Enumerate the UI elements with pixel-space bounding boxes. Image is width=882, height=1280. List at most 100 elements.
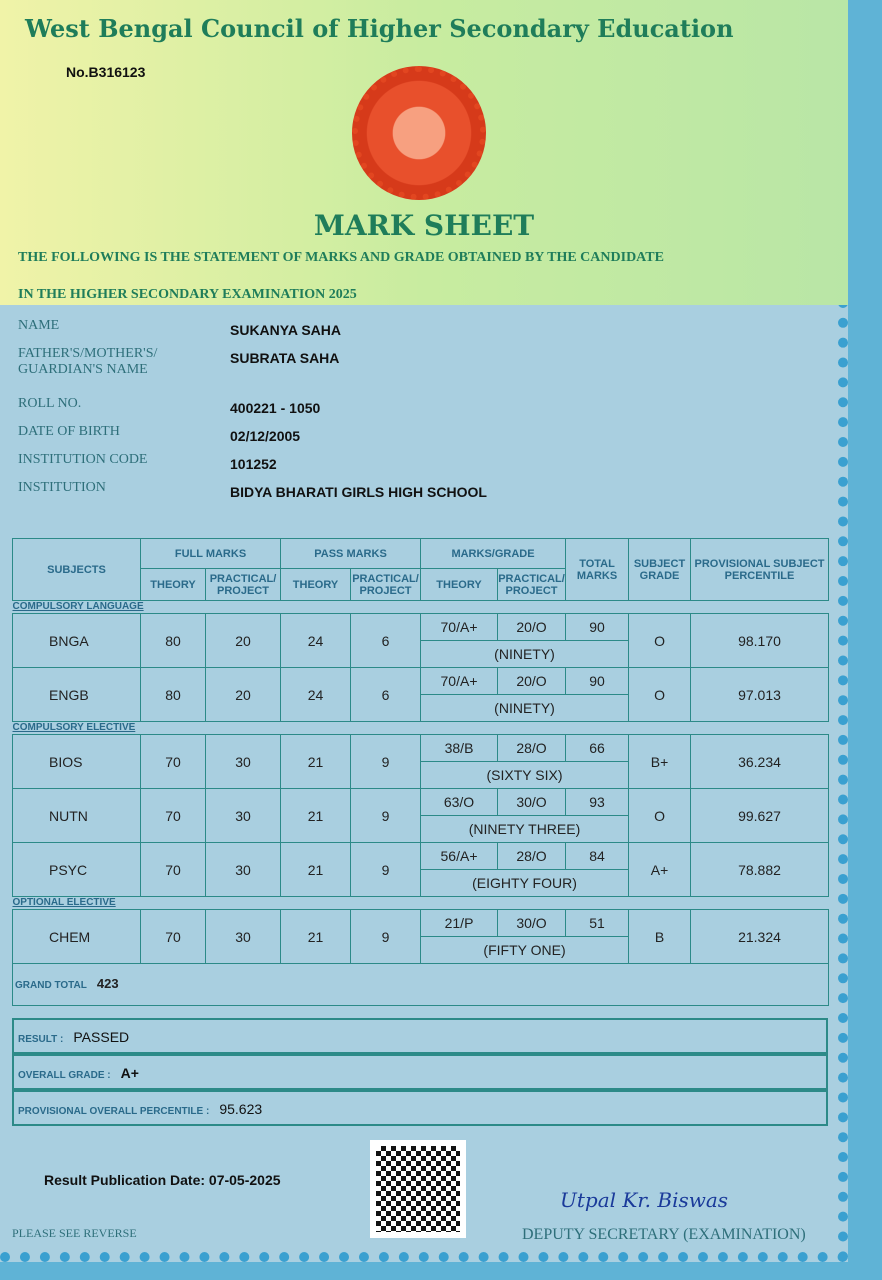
total-in-words: (NINETY)	[420, 694, 630, 722]
full-marks-practical: 20	[204, 667, 282, 722]
result-value: PASSED	[73, 1029, 130, 1045]
subject-code: ENGB	[12, 667, 141, 722]
subject-code: BIOS	[12, 734, 141, 789]
candidate-field-label: ROLL NO.	[18, 396, 82, 411]
practical-marks: 30/O	[497, 909, 567, 937]
col-full-marks: FULL MARKS	[139, 538, 282, 569]
pass-marks-theory: 21	[280, 734, 352, 789]
subject-percentile: 21.324	[690, 909, 830, 964]
full-marks-theory: 80	[140, 667, 206, 722]
candidate-field-value: SUBRATA SAHA	[230, 350, 340, 366]
page-title: MARK SHEET	[313, 209, 535, 242]
full-marks-practical: 30	[204, 788, 282, 843]
total-marks: 90	[565, 667, 630, 695]
practical-marks: 20/O	[497, 613, 567, 641]
pass-marks-practical: 6	[350, 667, 422, 722]
col-subjects: SUBJECTS	[12, 538, 141, 601]
theory-marks: 70/A+	[420, 667, 499, 695]
col-pm-practical: PRACTICAL/ PROJECT	[350, 568, 422, 601]
table-row: CHEM 70 30 21 9 21/P 30/O 51 B 21.324	[12, 909, 830, 964]
council-seal-icon	[352, 66, 486, 200]
subject-percentile: 97.013	[690, 667, 830, 722]
subject-grade: B	[628, 909, 692, 964]
col-grade: SUBJECT GRADE	[628, 538, 692, 601]
statement-line-2: IN THE HIGHER SECONDARY EXAMINATION 2025	[18, 287, 357, 302]
publication-date: Result Publication Date: 07-05-2025	[44, 1172, 281, 1188]
col-mg-practical: PRACTICAL/ PROJECT	[497, 568, 567, 601]
overall-percentile-label: PROVISIONAL OVERALL PERCENTILE :	[18, 1106, 210, 1117]
theory-marks: 38/B	[420, 734, 499, 762]
pass-marks-practical: 9	[350, 842, 422, 897]
total-marks: 93	[565, 788, 630, 816]
subject-percentile: 98.170	[690, 613, 830, 668]
overall-percentile-value: 95.623	[219, 1101, 263, 1117]
total-in-words: (SIXTY SIX)	[420, 761, 630, 789]
subject-grade: B+	[628, 734, 692, 789]
subject-code: CHEM	[12, 909, 141, 964]
subject-percentile: 99.627	[690, 788, 830, 843]
practical-marks: 30/O	[497, 788, 567, 816]
col-mg-theory: THEORY	[420, 568, 499, 601]
candidate-field-label: INSTITUTION CODE	[18, 452, 148, 467]
table-row: BIOS 70 30 21 9 38/B 28/O 66 B+ 36.234	[12, 734, 830, 789]
total-marks: 90	[565, 613, 630, 641]
practical-marks: 28/O	[497, 842, 567, 870]
pass-marks-theory: 24	[280, 613, 352, 668]
candidate-field-value: 400221 - 1050	[230, 400, 321, 416]
table-row: ENGB 80 20 24 6 70/A+ 20/O 90 O 97.013	[12, 667, 830, 722]
subject-code: PSYC	[12, 842, 141, 897]
subject-code: BNGA	[12, 613, 141, 668]
subject-grade: A+	[628, 842, 692, 897]
pass-marks-practical: 9	[350, 788, 422, 843]
full-marks-theory: 70	[140, 734, 206, 789]
col-fm-practical: PRACTICAL/ PROJECT	[204, 568, 282, 601]
theory-marks: 21/P	[420, 909, 499, 937]
subject-code: NUTN	[12, 788, 141, 843]
candidate-field-label: NAME	[18, 318, 60, 333]
total-in-words: (NINETY THREE)	[420, 815, 630, 843]
qr-code-icon	[370, 1140, 466, 1238]
pass-marks-practical: 9	[350, 909, 422, 964]
statement-line-1: THE FOLLOWING IS THE STATEMENT OF MARKS …	[18, 250, 664, 265]
subject-grade: O	[628, 788, 692, 843]
full-marks-practical: 30	[204, 909, 282, 964]
section-label: OPTIONAL ELECTIVE	[12, 897, 116, 908]
col-marks-grade: MARKS/GRADE	[420, 538, 567, 569]
theory-marks: 70/A+	[420, 613, 499, 641]
overall-grade-box: OVERALL GRADE : A+	[12, 1054, 828, 1090]
section-label: COMPULSORY LANGUAGE	[12, 601, 144, 612]
grand-total-label: GRAND TOTAL	[15, 980, 87, 991]
section-label: COMPULSORY ELECTIVE	[12, 722, 136, 733]
total-marks: 66	[565, 734, 630, 762]
total-in-words: (EIGHTY FOUR)	[420, 869, 630, 897]
full-marks-practical: 30	[204, 842, 282, 897]
candidate-field-value: 101252	[230, 456, 277, 472]
full-marks-theory: 70	[140, 909, 206, 964]
table-row: PSYC 70 30 21 9 56/A+ 28/O 84 A+ 78.882	[12, 842, 830, 897]
board-name: West Bengal Council of Higher Secondary …	[25, 14, 734, 43]
overall-grade-value: A+	[120, 1065, 139, 1081]
candidate-field-label: DATE OF BIRTH	[18, 424, 120, 439]
result-label: RESULT :	[18, 1034, 64, 1045]
theory-marks: 63/O	[420, 788, 499, 816]
col-total: TOTAL MARKS	[565, 538, 630, 601]
full-marks-theory: 70	[140, 842, 206, 897]
pass-marks-practical: 9	[350, 734, 422, 789]
subject-grade: O	[628, 613, 692, 668]
practical-marks: 20/O	[497, 667, 567, 695]
total-in-words: (NINETY)	[420, 640, 630, 668]
pass-marks-theory: 21	[280, 788, 352, 843]
pass-marks-theory: 21	[280, 842, 352, 897]
table-row: BNGA 80 20 24 6 70/A+ 20/O 90 O 98.170	[12, 613, 830, 668]
full-marks-practical: 30	[204, 734, 282, 789]
subject-percentile: 36.234	[690, 734, 830, 789]
signatory-title: DEPUTY SECRETARY (EXAMINATION)	[522, 1226, 806, 1243]
col-pass-marks: PASS MARKS	[280, 538, 422, 569]
candidate-field-value: 02/12/2005	[230, 428, 301, 444]
table-row: NUTN 70 30 21 9 63/O 30/O 93 O 99.627	[12, 788, 830, 843]
please-see-reverse: PLEASE SEE REVERSE	[12, 1226, 137, 1240]
subject-grade: O	[628, 667, 692, 722]
col-pm-theory: THEORY	[280, 568, 352, 601]
mark-sheet: West Bengal Council of Higher Secondary …	[0, 0, 848, 1262]
pass-marks-theory: 24	[280, 667, 352, 722]
